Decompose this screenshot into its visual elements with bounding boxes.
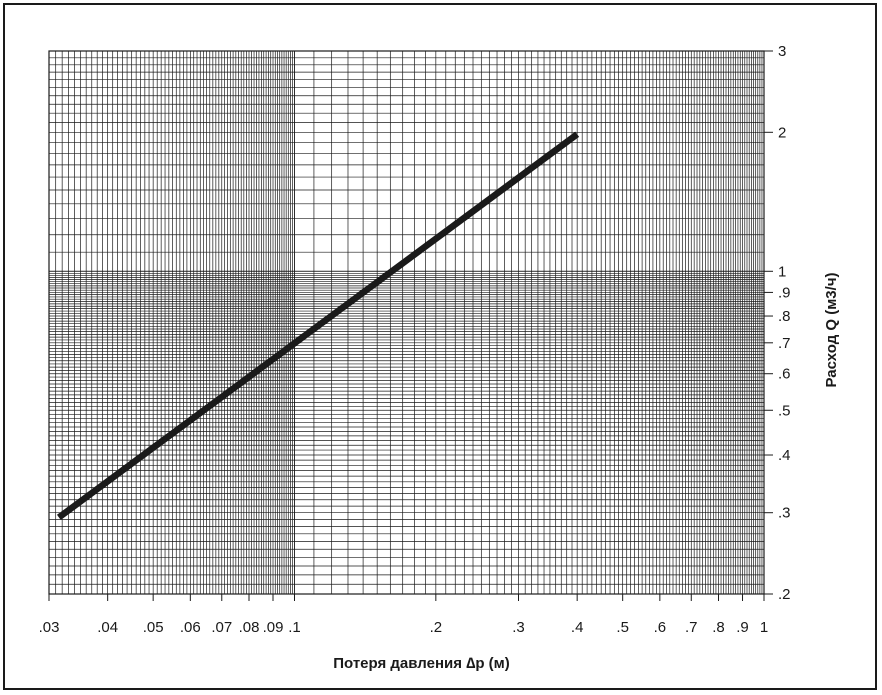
x-tick-label: .4 (571, 619, 584, 636)
x-tick-label: .6 (654, 619, 667, 636)
chart-frame (3, 3, 877, 690)
x-tick-label: .9 (736, 619, 749, 636)
x-tick-label: .03 (39, 619, 60, 636)
tick-marks (48, 50, 773, 601)
series-layer (56, 131, 580, 521)
y-tick-label: 3 (778, 43, 786, 60)
x-tick-label: .3 (512, 619, 525, 636)
x-tick-label: .09 (263, 619, 284, 636)
x-tick-label: .5 (616, 619, 629, 636)
x-tick-label: .07 (211, 619, 232, 636)
x-tick-label: .06 (180, 619, 201, 636)
y-tick-label: .6 (778, 366, 791, 383)
y-axis-title: Расход Q (м3/ч) (823, 272, 840, 387)
x-tick-label: .08 (239, 619, 260, 636)
x-tick-label: .1 (288, 619, 301, 636)
x-tick-label: .7 (685, 619, 698, 636)
y-tick-label: .9 (778, 284, 791, 301)
y-tick-label: .8 (778, 308, 791, 325)
y-tick-label: .2 (778, 586, 791, 603)
x-tick-label: .8 (712, 619, 725, 636)
y-tick-label: .7 (778, 335, 791, 352)
series-line (56, 131, 580, 521)
grid (48, 50, 765, 595)
x-tick-label: .2 (430, 619, 443, 636)
x-tick-labels: .03 .04 .05 .06 .07 .08.09.1 .2 .3 .4 .5 .6 .7 .8 .9 1 (39, 619, 769, 636)
y-tick-label: .3 (778, 505, 791, 522)
y-tick-label: .5 (778, 402, 791, 419)
x-tick-label: .05 (143, 619, 164, 636)
y-tick-label: 2 (778, 124, 786, 141)
x-axis-title: Потеря давления ∆p (м) (333, 655, 510, 672)
y-tick-labels: .2 .3 .4 .5 .6 .7 .8 .9 1 2 3 (778, 43, 791, 603)
x-tick-label: .04 (97, 619, 118, 636)
plot-border (48, 50, 765, 595)
x-tick-label: 1 (760, 619, 768, 636)
y-tick-label: 1 (778, 263, 786, 280)
y-tick-label: .4 (778, 447, 791, 464)
